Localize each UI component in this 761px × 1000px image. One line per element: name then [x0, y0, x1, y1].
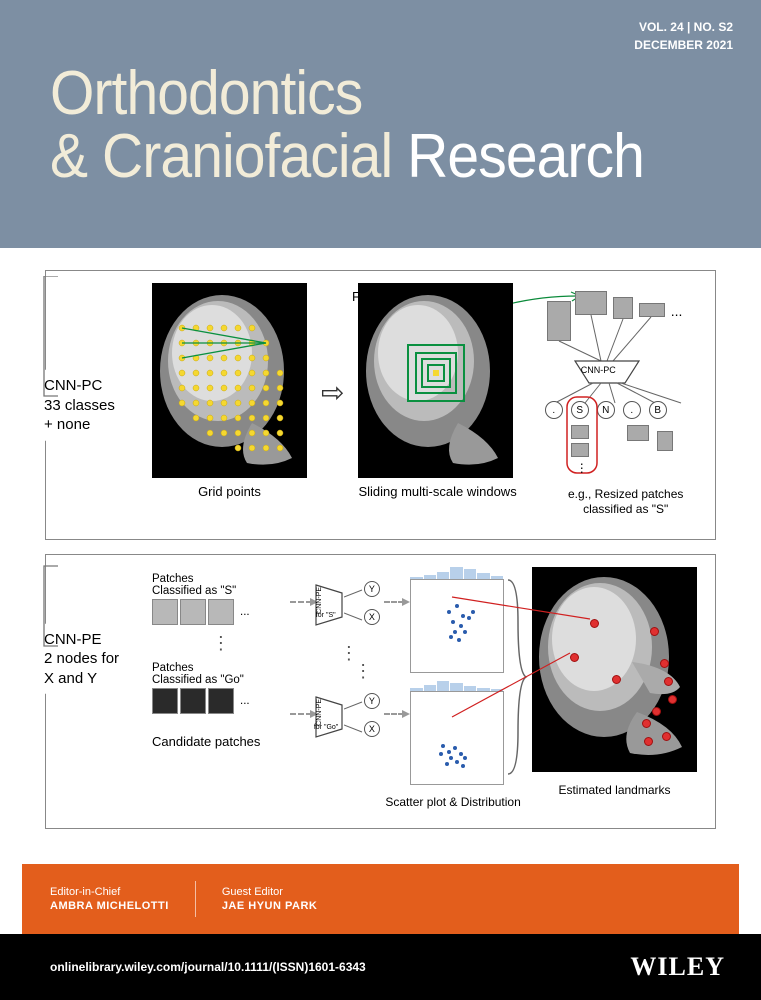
cover-figure: CNN-PC 33 classes + none For each grid p… [0, 248, 761, 864]
volume-number: VOL. 24 | NO. S2 [634, 18, 733, 36]
issue-info: VOL. 24 | NO. S2 DECEMBER 2021 [634, 18, 733, 54]
title-line1: Orthodontics [50, 58, 678, 129]
caption-grid-points: Grid points [152, 484, 307, 499]
journal-title: Orthodontics & Craniofacial Research [50, 58, 733, 192]
skull-xray-1 [152, 283, 307, 478]
arrow-right-icon: ⇨ [321, 376, 344, 409]
journal-header: VOL. 24 | NO. S2 DECEMBER 2021 Orthodont… [0, 0, 761, 248]
editor-in-chief: Editor-in-Chief AMBRA MICHELOTTI [50, 886, 195, 912]
editor-bar: Editor-in-Chief AMBRA MICHELOTTI Guest E… [22, 864, 739, 934]
publisher-bar: onlinelibrary.wiley.com/journal/10.1111/… [0, 934, 761, 1000]
skull-sliding-windows: Sliding multi-scale windows [358, 283, 516, 499]
panel2-content: Patches Classified as "S" ... ⋮ Patches … [152, 567, 697, 820]
cnn-pc-diagram: ... [531, 283, 697, 503]
issue-date: DECEMBER 2021 [634, 36, 733, 54]
divider [195, 881, 196, 917]
skull-landmarks: Estimated landmarks [532, 567, 697, 820]
panel1-content: Grid points ⇨ [152, 283, 697, 531]
cnnpe-column: CNN-PE for "S" Y X ⋮ CNN-PE [300, 567, 384, 820]
candidate-patches: Patches Classified as "S" ... ⋮ Patches … [152, 567, 290, 820]
title-line2: & Craniofacial Research [50, 121, 678, 192]
skull-xray-2 [358, 283, 513, 478]
skull-grid-points: Grid points [152, 283, 307, 499]
journal-url: onlinelibrary.wiley.com/journal/10.1111/… [50, 960, 366, 974]
guest-editor: Guest Editor JAE HYUN PARK [222, 886, 344, 912]
caption-resized: e.g., Resized patchesclassified as "S" [551, 487, 701, 517]
footer: Editor-in-Chief AMBRA MICHELOTTI Guest E… [0, 864, 761, 1000]
caption-landmarks: Estimated landmarks [532, 783, 697, 798]
caption-candidate: Candidate patches [152, 734, 290, 749]
caption-sliding: Sliding multi-scale windows [358, 484, 516, 499]
panel-cnn-pe: CNN-PE 2 nodes for X and Y Patches Class… [45, 554, 716, 829]
panel-cnn-pc: CNN-PC 33 classes + none For each grid p… [45, 270, 716, 540]
wiley-logo: WILEY [630, 952, 725, 982]
